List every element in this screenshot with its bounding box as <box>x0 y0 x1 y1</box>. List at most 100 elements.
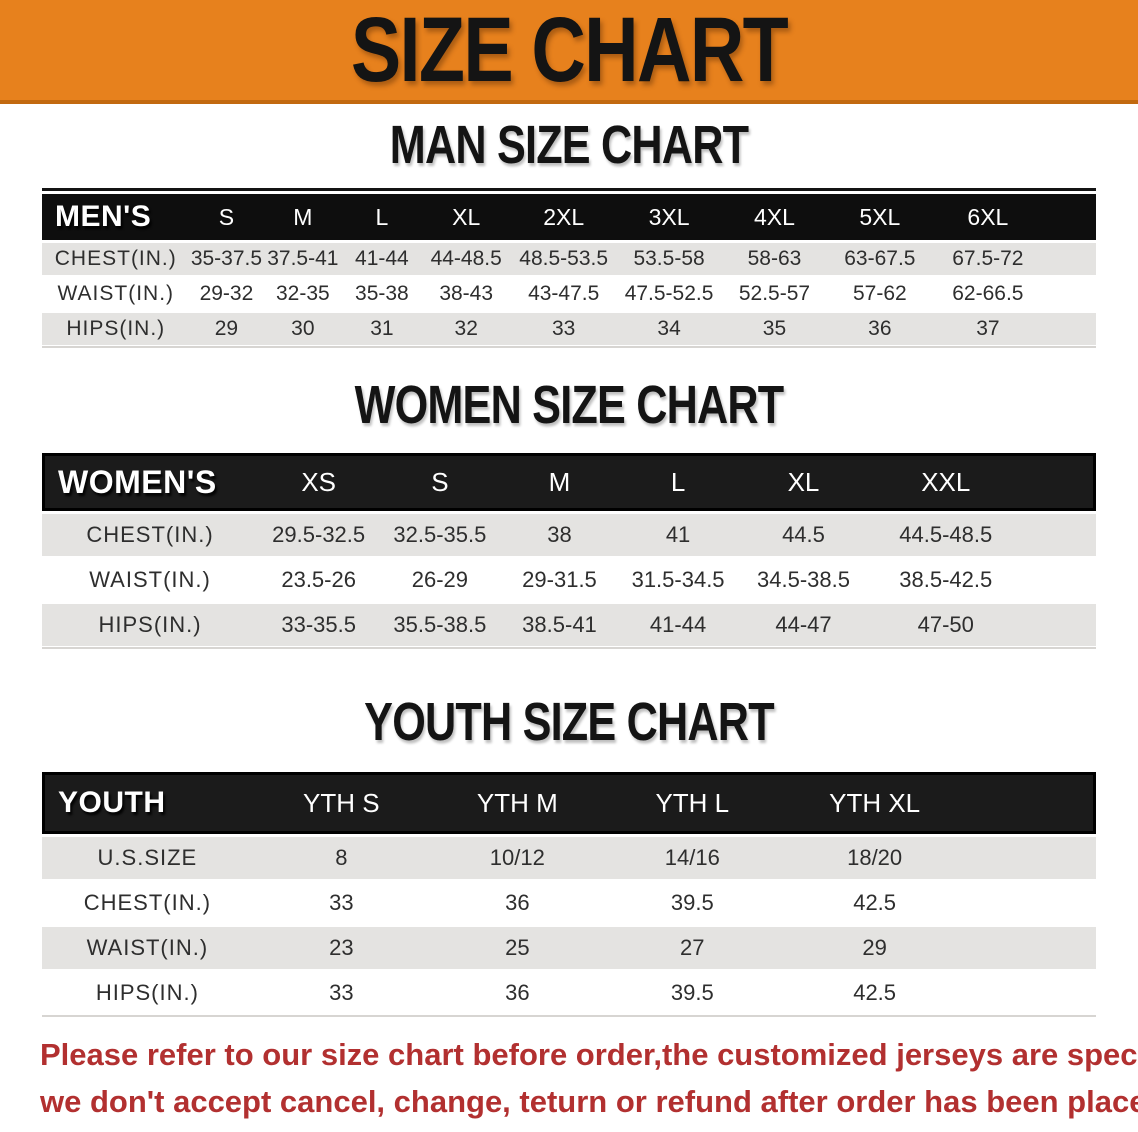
size-value-cell: 23 <box>252 927 430 969</box>
measurement-row-label: HIPS(IN.) <box>42 313 190 345</box>
measurement-row-label: WAIST(IN.) <box>42 278 190 310</box>
size-value-cell: 34 <box>616 313 722 345</box>
size-value-cell: 47-50 <box>869 604 1023 646</box>
size-value-cell: 47.5-52.5 <box>616 278 722 310</box>
size-value-cell: 35.5-38.5 <box>379 604 501 646</box>
size-column-header: 6XL <box>932 194 1044 240</box>
measurement-row-label: CHEST(IN.) <box>42 243 190 275</box>
size-column-header: S <box>379 453 501 511</box>
size-value-cell: 38 <box>500 514 619 556</box>
size-column-header: 3XL <box>616 194 722 240</box>
size-value-cell: 38.5-41 <box>500 604 619 646</box>
table-row: WAIST(IN.) 23 25 27 29 <box>42 927 1096 969</box>
size-value-cell: 32.5-35.5 <box>379 514 501 556</box>
size-value-cell: 25 <box>429 927 605 969</box>
banner: SIZE CHART <box>0 0 1138 104</box>
women-size-table: WOMEN'S XS S M L XL XXL CHEST(IN.) 29.5-32.5 32.5… <box>42 450 1096 649</box>
page-title: SIZE CHART <box>350 0 789 101</box>
size-value-cell: 34.5-38.5 <box>737 559 870 601</box>
table-top-rule <box>42 188 1096 191</box>
men-size-table: MEN'S S M L XL 2XL 3XL 4XL 5XL 6XL CHEST(IN.) 35-37… <box>42 191 1096 348</box>
size-value-cell: 29.5-32.5 <box>258 514 380 556</box>
youth-size-table: YOUTH YTH S YTH M YTH L YTH XL U.S.SIZE 8 10/12… <box>42 769 1096 1017</box>
size-column-header: YTH M <box>429 772 605 834</box>
size-value-cell: 62-66.5 <box>932 278 1044 310</box>
size-group-label: WOMEN'S <box>42 453 259 511</box>
size-value-cell: 39.5 <box>604 972 780 1014</box>
size-column-header: YTH S <box>252 772 430 834</box>
size-value-cell: 32-35 <box>263 278 343 310</box>
table-row: CHEST(IN.) 35-37.5 37.5-41 41-44 44-48.5 48.5… <box>42 243 1096 275</box>
measurement-row-label: U.S.SIZE <box>42 837 253 879</box>
men-section: MAN SIZE CHART MEN'S S M L XL 2XL 3XL 4XL 5XL 6XL C… <box>0 116 1138 348</box>
size-column-header: M <box>263 194 343 240</box>
row-filler-cell <box>1043 278 1096 310</box>
table-bottom-rule <box>42 1015 1096 1017</box>
section-title: WOMEN SIZE CHART <box>354 375 785 435</box>
table-row: CHEST(IN.) 33 36 39.5 42.5 <box>42 882 1096 924</box>
size-value-cell: 8 <box>252 837 430 879</box>
size-value-cell: 35-37.5 <box>189 243 264 275</box>
row-filler-cell <box>1043 243 1096 275</box>
size-value-cell: 36 <box>827 313 933 345</box>
size-value-cell: 37.5-41 <box>263 243 343 275</box>
size-value-cell: 38-43 <box>421 278 511 310</box>
size-value-cell: 53.5-58 <box>616 243 722 275</box>
size-value-cell: 30 <box>263 313 343 345</box>
size-value-cell: 44.5-48.5 <box>869 514 1023 556</box>
size-column-header: L <box>618 453 738 511</box>
size-value-cell: 44-48.5 <box>421 243 511 275</box>
size-column-header: S <box>189 194 264 240</box>
size-value-cell: 18/20 <box>779 837 970 879</box>
measurement-row-label: CHEST(IN.) <box>42 514 259 556</box>
size-value-cell: 43-47.5 <box>510 278 617 310</box>
size-value-cell: 23.5-26 <box>258 559 380 601</box>
size-value-cell: 63-67.5 <box>827 243 933 275</box>
youth-section: YOUTH SIZE CHART YOUTH YTH S YTH M YTH L YTH … <box>0 693 1138 1017</box>
table-row: WAIST(IN.) 23.5-26 26-29 29-31.5 31.5-34.5 34… <box>42 559 1096 601</box>
row-filler-cell <box>1043 313 1096 345</box>
size-column-header: YTH L <box>604 772 780 834</box>
table-row: HIPS(IN.) 29 30 31 32 33 34 35 36 37 <box>42 313 1096 345</box>
women-section: WOMEN SIZE CHART WOMEN'S XS S M L XL XXL CHEST(I… <box>0 376 1138 649</box>
size-column-header: 5XL <box>827 194 933 240</box>
size-value-cell: 33 <box>510 313 617 345</box>
size-column-header: XXL <box>869 453 1023 511</box>
size-value-cell: 29 <box>189 313 264 345</box>
table-row: HIPS(IN.) 33 36 39.5 42.5 <box>42 972 1096 1014</box>
measurement-row-label: CHEST(IN.) <box>42 882 253 924</box>
size-value-cell: 39.5 <box>604 882 780 924</box>
size-value-cell: 41-44 <box>618 604 738 646</box>
size-value-cell: 42.5 <box>779 972 970 1014</box>
size-value-cell: 29-31.5 <box>500 559 619 601</box>
size-value-cell: 48.5-53.5 <box>510 243 617 275</box>
size-value-cell: 44.5 <box>737 514 870 556</box>
header-filler-cell <box>1043 194 1096 240</box>
row-filler-cell <box>969 927 1096 969</box>
size-value-cell: 35-38 <box>342 278 422 310</box>
size-value-cell: 33 <box>252 972 430 1014</box>
size-value-cell: 37 <box>932 313 1044 345</box>
footer-notice: Please refer to our size chart before or… <box>40 1031 1138 1125</box>
size-value-cell: 41-44 <box>342 243 422 275</box>
size-value-cell: 29 <box>779 927 970 969</box>
table-header-row: MEN'S S M L XL 2XL 3XL 4XL 5XL 6XL <box>42 194 1096 240</box>
size-value-cell: 52.5-57 <box>721 278 828 310</box>
measurement-row-label: HIPS(IN.) <box>42 972 253 1014</box>
size-value-cell: 38.5-42.5 <box>869 559 1023 601</box>
table-header-row: WOMEN'S XS S M L XL XXL <box>42 453 1096 511</box>
size-value-cell: 31 <box>342 313 422 345</box>
size-column-header: XS <box>258 453 380 511</box>
table-row: U.S.SIZE 8 10/12 14/16 18/20 <box>42 837 1096 879</box>
header-filler-cell <box>1022 453 1096 511</box>
size-value-cell: 57-62 <box>827 278 933 310</box>
size-column-header: M <box>500 453 619 511</box>
size-chart-sections: MAN SIZE CHART MEN'S S M L XL 2XL 3XL 4XL 5XL 6XL C… <box>0 116 1138 1017</box>
size-column-header: XL <box>737 453 870 511</box>
size-value-cell: 33-35.5 <box>258 604 380 646</box>
table-row: HIPS(IN.) 33-35.5 35.5-38.5 38.5-41 41-44 44-… <box>42 604 1096 646</box>
row-filler-cell <box>1022 514 1096 556</box>
measurement-row-label: HIPS(IN.) <box>42 604 259 646</box>
row-filler-cell <box>969 972 1096 1014</box>
